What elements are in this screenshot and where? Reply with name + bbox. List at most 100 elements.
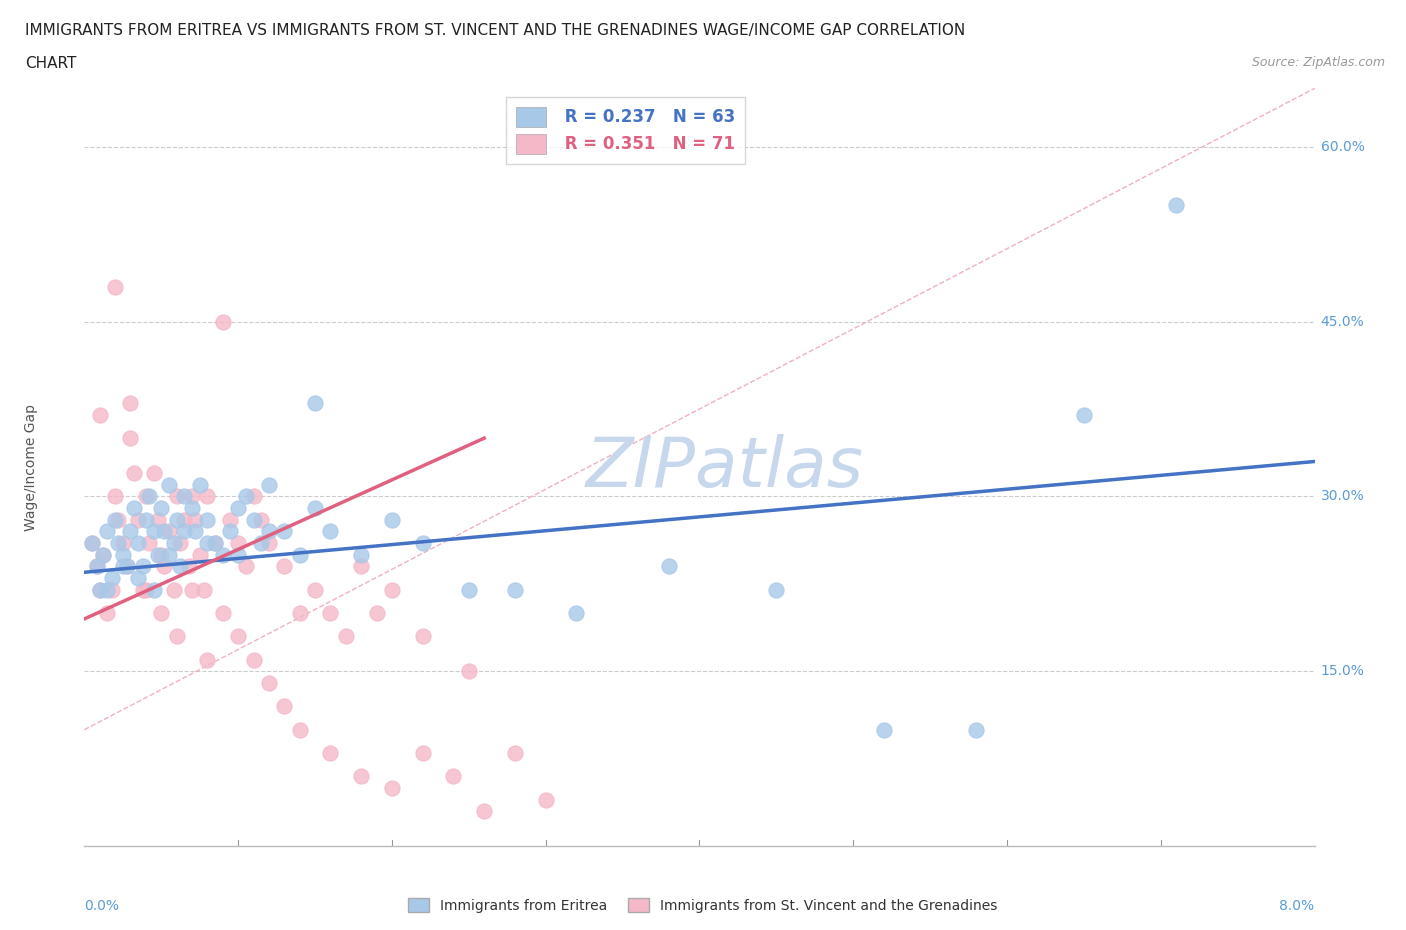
Point [142,582,165,597]
Point [965,723,987,737]
Point [127,512,149,527]
Point [350,559,373,574]
Text: 45.0%: 45.0% [1320,314,1364,328]
Point [197,489,219,504]
Point [181,582,204,597]
Point [565,605,588,620]
Point [235,559,257,574]
Point [120,396,142,411]
Point [273,524,295,538]
Point [288,723,311,737]
Point [242,652,264,667]
Point [127,536,149,551]
Text: IMMIGRANTS FROM ERITREA VS IMMIGRANTS FROM ST. VINCENT AND THE GRENADINES WAGE/I: IMMIGRANTS FROM ERITREA VS IMMIGRANTS FR… [25,23,966,38]
Legend: Immigrants from Eritrea, Immigrants from St. Vincent and the Grenadines: Immigrants from Eritrea, Immigrants from… [402,893,1004,919]
Point [104,489,127,504]
Point [86,559,108,574]
Point [873,723,896,737]
Point [381,512,404,527]
Point [162,582,184,597]
Point [381,780,404,795]
Text: Source: ZipAtlas.com: Source: ZipAtlas.com [1251,56,1385,69]
Point [226,536,249,551]
Point [153,524,176,538]
Point [107,536,129,551]
Point [162,536,184,551]
Point [135,489,157,504]
Point [197,512,219,527]
Text: 8.0%: 8.0% [1279,898,1315,912]
Text: CHART: CHART [25,56,77,71]
Point [319,605,342,620]
Point [350,769,373,784]
Point [157,524,180,538]
Point [135,512,157,527]
Point [169,559,191,574]
Point [335,629,357,644]
Point [197,536,219,551]
Point [242,489,264,504]
Point [503,746,526,761]
Point [188,548,211,563]
Point [412,629,434,644]
Point [211,605,233,620]
Point [197,652,219,667]
Point [204,536,226,551]
Point [111,548,134,563]
Point [166,489,188,504]
Point [319,524,342,538]
Point [250,512,273,527]
Point [257,524,280,538]
Point [181,500,204,515]
Point [250,536,273,551]
Point [135,582,157,597]
Point [157,477,180,492]
Point [132,582,155,597]
Point [142,466,165,481]
Point [138,489,160,504]
Point [173,512,195,527]
Point [80,536,103,551]
Point [96,582,118,597]
Point [350,548,373,563]
Point [120,431,142,445]
Point [148,512,170,527]
Point [193,582,215,597]
Point [211,548,233,563]
Point [219,512,242,527]
Point [111,536,134,551]
Point [173,524,195,538]
Point [96,524,118,538]
Point [117,559,139,574]
Point [658,559,681,574]
Point [257,536,280,551]
Point [177,559,200,574]
Point [122,500,145,515]
Text: 0.0%: 0.0% [84,898,120,912]
Point [107,512,129,527]
Point [412,536,434,551]
Point [381,582,404,597]
Point [101,571,124,586]
Point [257,675,280,690]
Point [181,489,204,504]
Point [153,559,176,574]
Point [457,664,479,679]
Point [242,512,264,527]
Point [89,407,111,422]
Point [150,605,173,620]
Point [138,536,160,551]
Point [173,489,195,504]
Point [104,279,127,294]
Point [91,548,114,563]
Point [86,559,108,574]
Point [120,524,142,538]
Point [304,500,326,515]
Text: Wage/Income Gap: Wage/Income Gap [24,404,38,531]
Point [226,500,249,515]
Point [91,548,114,563]
Point [319,746,342,761]
Point [96,605,118,620]
Legend:  R = 0.237   N = 63,  R = 0.351   N = 71: R = 0.237 N = 63, R = 0.351 N = 71 [506,97,745,164]
Point [273,699,295,714]
